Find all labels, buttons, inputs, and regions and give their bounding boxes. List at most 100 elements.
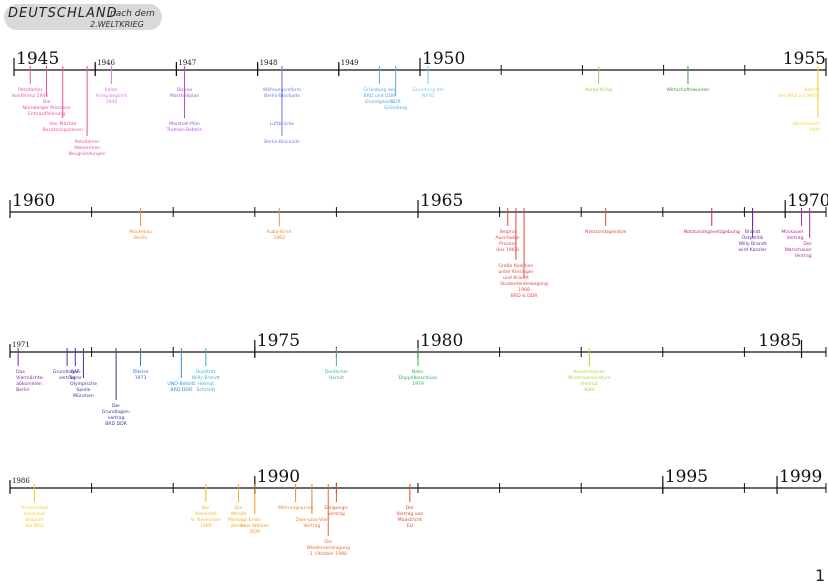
event-label: Nato- xyxy=(412,369,425,375)
event-label: und Brandt xyxy=(503,275,529,281)
event-label: Notstandsgesetzgebung xyxy=(684,229,740,235)
event-label: Warschauer xyxy=(784,247,811,253)
event-label: besucht xyxy=(25,517,43,523)
event-label: Beitritt xyxy=(804,87,820,93)
event-label: München xyxy=(73,393,94,399)
row-1986: 1986 1990 1995 1999 TschernobylHoneckerbesuc… xyxy=(9,467,827,557)
event-label: Doppelbeschluss xyxy=(399,375,438,381)
event-label: Schmidt xyxy=(196,387,215,393)
year-label: 1946 xyxy=(97,59,115,67)
event-label: Mauerbau xyxy=(129,229,152,235)
event-label: vertrag xyxy=(328,511,345,517)
event-label: Die xyxy=(324,539,332,545)
year-label: 1947 xyxy=(178,59,196,67)
event-label: 1973 xyxy=(135,375,147,381)
page-number: 1 xyxy=(815,566,826,585)
event-label: Moskauer xyxy=(781,229,803,235)
event-label: Zwei-plus-Vier xyxy=(296,517,329,523)
year-label: 1949 xyxy=(341,59,359,67)
event-label: Spiele xyxy=(76,387,90,393)
year-label: 1990 xyxy=(257,467,300,487)
event-label: Viermächte- xyxy=(16,375,44,381)
event-label: (bis 1965) xyxy=(496,247,520,253)
event-label: Kohl xyxy=(584,387,594,393)
event-label: abkommen xyxy=(16,381,42,387)
event-label: Abkommen xyxy=(74,145,100,151)
event-label: Potsdamer xyxy=(18,87,43,93)
year-label: 1960 xyxy=(12,191,55,211)
event-label: Grundlagen- xyxy=(102,409,131,415)
event-label: Deutscher xyxy=(325,369,349,375)
year-label: 1999 xyxy=(779,467,822,487)
event-label: vertrag xyxy=(108,415,125,421)
event-label: RAF xyxy=(71,369,80,375)
year-label: 1980 xyxy=(420,331,463,351)
event-label: Korea-Krieg xyxy=(585,87,612,93)
event-label: Vertrag xyxy=(795,253,812,259)
event-label: Große Koalition xyxy=(498,263,533,269)
year-label: 1955 xyxy=(783,49,826,69)
event-label: Olympische xyxy=(70,381,97,387)
event-label: Gründung der xyxy=(412,87,444,93)
year-label: 1975 xyxy=(257,331,300,351)
event-label: Beginn xyxy=(500,229,516,235)
year-label: 1948 xyxy=(260,59,278,67)
year-label: 1970 xyxy=(787,191,828,211)
event-label: 3. Oktober 1990 xyxy=(309,551,347,557)
event-label: Mauerfall xyxy=(195,511,216,517)
event-label: freie Wahlen xyxy=(240,523,269,529)
event-label: Honecker xyxy=(24,511,46,517)
event-label: Willy Brandt xyxy=(739,241,767,247)
event-label: Kalter xyxy=(105,87,119,93)
year-label: 1995 xyxy=(665,467,708,487)
event-label: vertrag xyxy=(59,375,76,381)
event-label: Der xyxy=(803,241,811,247)
year-label: 1965 xyxy=(420,191,463,211)
event-label: Montags- xyxy=(228,517,250,523)
event-label: Vier Mächte xyxy=(49,121,77,127)
event-label: Herbst xyxy=(329,375,344,381)
event-label: Einigungs- xyxy=(324,505,348,511)
event-label: Pakt xyxy=(810,127,820,133)
page-title: DEUTSCHLAND xyxy=(8,6,118,21)
event-label: DDR xyxy=(390,99,401,105)
year-label: 1985 xyxy=(758,331,801,351)
event-label: Vertrag xyxy=(303,523,320,529)
event-label: unter Kiesinger xyxy=(498,269,533,275)
event-label: 1946 xyxy=(106,99,118,105)
event-label: UNO-Beitritt xyxy=(167,381,195,387)
event-label: Der xyxy=(202,505,210,511)
event-label: Konferenz 1945 xyxy=(12,93,48,99)
event-label: Helmut xyxy=(581,381,598,387)
event-label: Misstrauensvotum xyxy=(568,375,611,381)
event-label: Vertrag von xyxy=(396,511,423,517)
row-1971: 1971 1975 1980 1985 DasViermächte-abkommenBe… xyxy=(9,331,827,427)
event-label: BRD DDR xyxy=(105,421,127,427)
event-label: Truman-Doktrin xyxy=(166,127,203,133)
page-subtitle-bottom: 2.WELTKRIEG xyxy=(90,20,144,29)
event-label: Die xyxy=(235,505,243,511)
event-label: Berlin xyxy=(16,387,29,393)
year-label: 1986 xyxy=(12,477,30,485)
event-label: DDR xyxy=(250,529,261,535)
event-label: Vertrag xyxy=(787,235,804,241)
event-label: 1962 xyxy=(273,235,285,241)
event-label: Auschwitz- xyxy=(495,235,520,241)
event-label: demos xyxy=(231,523,247,529)
page-subtitle-top: nach dem xyxy=(110,9,155,19)
event-label: Wirtschaftswunder xyxy=(666,87,709,93)
event-label: Krieg beginnt xyxy=(96,93,127,99)
event-label: Tschernobyl xyxy=(20,505,48,511)
event-label: Neugründungen xyxy=(68,151,105,157)
event-label: 9. November xyxy=(191,517,221,523)
event-label: EU xyxy=(407,523,413,529)
event-label: Notstandsgesetze xyxy=(585,229,626,235)
event-label: Der xyxy=(406,505,414,511)
event-label: 1989 xyxy=(200,523,212,529)
event-label: Erste xyxy=(249,517,261,523)
event-label: Das xyxy=(16,369,25,375)
event-label: Wende xyxy=(231,511,247,517)
